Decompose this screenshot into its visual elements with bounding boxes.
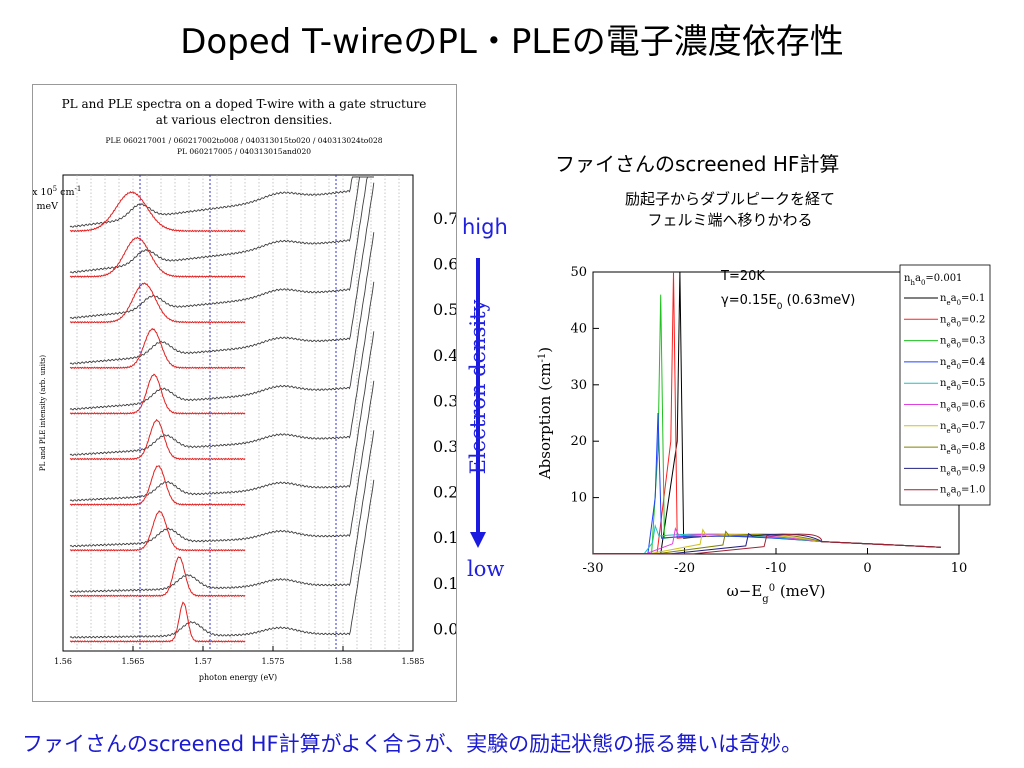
ple-curve-0.0V [69, 479, 375, 639]
right-heading-text: ファイさんのscreened HF計算 [555, 152, 840, 176]
left-x-tick-label: 1.575 [262, 657, 285, 666]
absorption-curve-0.4 [593, 412, 941, 555]
pl-curve-0.3V [69, 418, 246, 461]
voltage-label-0.2V: 0.2V [433, 483, 456, 502]
legend-entry-0.6: nea0=0.6 [940, 400, 985, 414]
pl-curve-0.1V [69, 556, 246, 598]
right-y-tick-label: 30 [570, 378, 587, 393]
slide-title: Doped T-wireのPL・PLEの電子濃度依存性 [180, 22, 844, 62]
low-label: low [467, 557, 505, 581]
legend-entry-0.4: nea0=0.4 [940, 357, 985, 371]
electron-density-label: Electron density [466, 299, 490, 475]
high-label: high [462, 215, 508, 239]
gamma-label: γ=0.15E0 (0.63meV) [721, 293, 855, 312]
ple-run-ids: PLE 060217001 / 060217002to008 / 0403130… [105, 136, 382, 145]
right-x-tick-label: -20 [674, 561, 695, 576]
ple-curve-0.4V [69, 182, 375, 365]
legend-entry-0.5: nea0=0.5 [940, 378, 985, 392]
absorption-curve-0.7 [593, 528, 941, 555]
left-x-tick-label: 1.56 [54, 657, 72, 666]
absorption-chart: -30 -20 -10 0 10 10 20 30 40 50 ω−Eg0 (meV) Absorpt… [536, 264, 991, 605]
legend-entry-0.1: nea0=0.1 [940, 293, 985, 307]
left-plot-frame [62, 174, 414, 652]
legend-entry-0.7: nea0=0.7 [940, 421, 985, 435]
voltage-label-0.35V: 0.35V [433, 391, 456, 410]
right-y-tick-label: 10 [570, 491, 587, 506]
pl-curve-0.4V [69, 328, 246, 370]
ple-curve-0.5V [69, 176, 374, 320]
voltage-label-0.0V: 0.0V [433, 619, 456, 638]
pl-curve-0.6V [69, 236, 246, 278]
density-note: n = 6 x 105 cm-1 [33, 185, 81, 198]
absorption-curve-0.8 [593, 530, 941, 555]
voltage-label-0.4V: 0.4V [433, 346, 456, 365]
absorption-curve-0.2 [593, 271, 941, 555]
pl-curve-0.0V [69, 601, 246, 643]
voltage-label-0.7V: 0.7V [433, 209, 456, 228]
absorption-curve-0.1 [593, 271, 941, 555]
right-y-axis-label: Absorption (cm-1) [536, 347, 554, 480]
legend-header: nha0=0.001 [904, 273, 962, 287]
legend-entry-0.2: nea0=0.2 [940, 314, 985, 328]
ple-curve-0.15V [69, 380, 375, 548]
right-x-tick-label: 0 [863, 561, 871, 576]
voltage-label-0.6V: 0.6V [433, 255, 456, 274]
left-chart-title: PL and PLE spectra on a doped T-wire wit… [62, 97, 427, 111]
absorption-curve-1.0 [593, 533, 941, 555]
absorption-curve-0.6 [593, 527, 941, 555]
pl-curve-0.5V [69, 282, 246, 324]
legend-entry-1.0: nea0=1.0 [940, 485, 985, 499]
right-x-tick-label: 10 [951, 561, 968, 576]
density-arrow [470, 258, 486, 548]
left-x-tick-label: 1.57 [194, 657, 212, 666]
pl-curve-0.2V [69, 465, 246, 506]
left-x-tick-label: 1.565 [122, 657, 145, 666]
voltage-label-0.3V: 0.3V [433, 437, 456, 456]
voltage-label-0.1V: 0.1V [433, 574, 456, 593]
right-subtitle-1: 励起子からダブルピークを経て [624, 190, 835, 208]
absorption-curve-0.5 [593, 523, 941, 555]
right-heading: ファイさんのscreened HF計算 [555, 148, 839, 177]
ple-curve-0.3V [69, 281, 375, 457]
pl-run-ids: PL 060217005 / 040313015and020 [177, 147, 311, 156]
left-y-axis-label: PL and PLE intensity (arb. units) [39, 355, 47, 472]
pl-ple-figure: PL and PLE spectra on a doped T-wire wit… [32, 84, 457, 702]
ef-note: Ef = 5 meV [33, 201, 58, 212]
pl-ple-chart: PL and PLE spectra on a doped T-wire wit… [33, 97, 456, 682]
arrow-head [470, 532, 486, 548]
absorption-curve-0.3 [593, 294, 941, 555]
right-subtitle-2: フェルミ端へ移りかわる [647, 211, 813, 229]
legend-box [899, 264, 991, 506]
right-x-tick-label: -10 [766, 561, 787, 576]
absorption-curve-0.9 [593, 532, 941, 555]
bottom-note: ファイさんのscreened HF計算がよく合うが、実験の励起状態の振る舞いは奇… [22, 732, 803, 756]
legend-entry-0.3: nea0=0.3 [940, 336, 985, 350]
pl-curve-0.35V [69, 373, 246, 415]
left-x-axis-label: photon energy (eV) [199, 673, 277, 682]
ple-curve-0.35V [69, 232, 375, 411]
ple-curve-0.1V [69, 430, 375, 594]
temperature-label: T=20K [720, 269, 765, 284]
pl-curve-0.15V [69, 510, 246, 552]
left-x-tick-label: 1.58 [334, 657, 352, 666]
right-y-tick-label: 50 [570, 265, 587, 280]
right-x-axis-label: ω−Eg0 (meV) [727, 582, 826, 605]
ple-curve-0.2V [69, 331, 375, 502]
left-x-tick-label: 1.585 [402, 657, 425, 666]
right-x-tick-label: -30 [583, 561, 604, 576]
ple-curve-0.6V [69, 176, 374, 274]
right-y-tick-label: 40 [570, 321, 587, 336]
voltage-label-0.5V: 0.5V [433, 300, 456, 319]
legend-entry-0.8: nea0=0.8 [940, 442, 985, 456]
legend-entry-0.9: nea0=0.9 [940, 463, 985, 477]
pl-curve-0.7V [69, 191, 246, 233]
voltage-label-0.15V: 0.15V [433, 528, 456, 547]
ple-curve-0.7V [69, 176, 374, 228]
right-y-tick-label: 20 [570, 434, 587, 449]
left-chart-subtitle: at various electron densities. [156, 113, 333, 127]
